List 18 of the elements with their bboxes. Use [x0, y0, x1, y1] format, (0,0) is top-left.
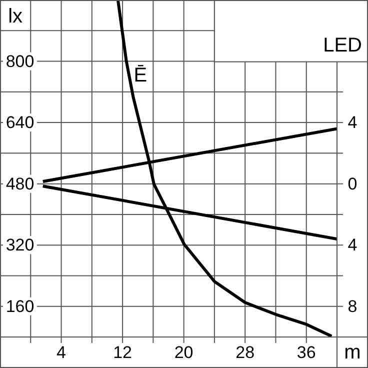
series-label: Ē — [134, 64, 148, 86]
y-tick-label: 640 — [6, 113, 34, 132]
x-tick-label: 12 — [113, 343, 132, 362]
y2-tick-label: 4 — [348, 113, 358, 132]
y2-tick-label: 4 — [348, 236, 358, 255]
x-tick-label: 28 — [236, 343, 255, 362]
y-tick-label: 480 — [6, 174, 34, 194]
x-tick-label: 36 — [296, 343, 316, 362]
y-tick-label: 320 — [6, 236, 34, 255]
y-tick-label: 160 — [6, 296, 34, 316]
text: LED — [323, 34, 362, 56]
y2-tick-label: 8 — [348, 296, 358, 316]
y-axis-title: lx — [8, 5, 23, 28]
x-tick-label: 20 — [174, 343, 194, 362]
x-axis-title: m — [344, 342, 361, 364]
x-tick-label: 4 — [56, 343, 66, 362]
y2-tick-label: 0 — [348, 174, 358, 194]
y-tick-label: 800 — [6, 52, 34, 71]
